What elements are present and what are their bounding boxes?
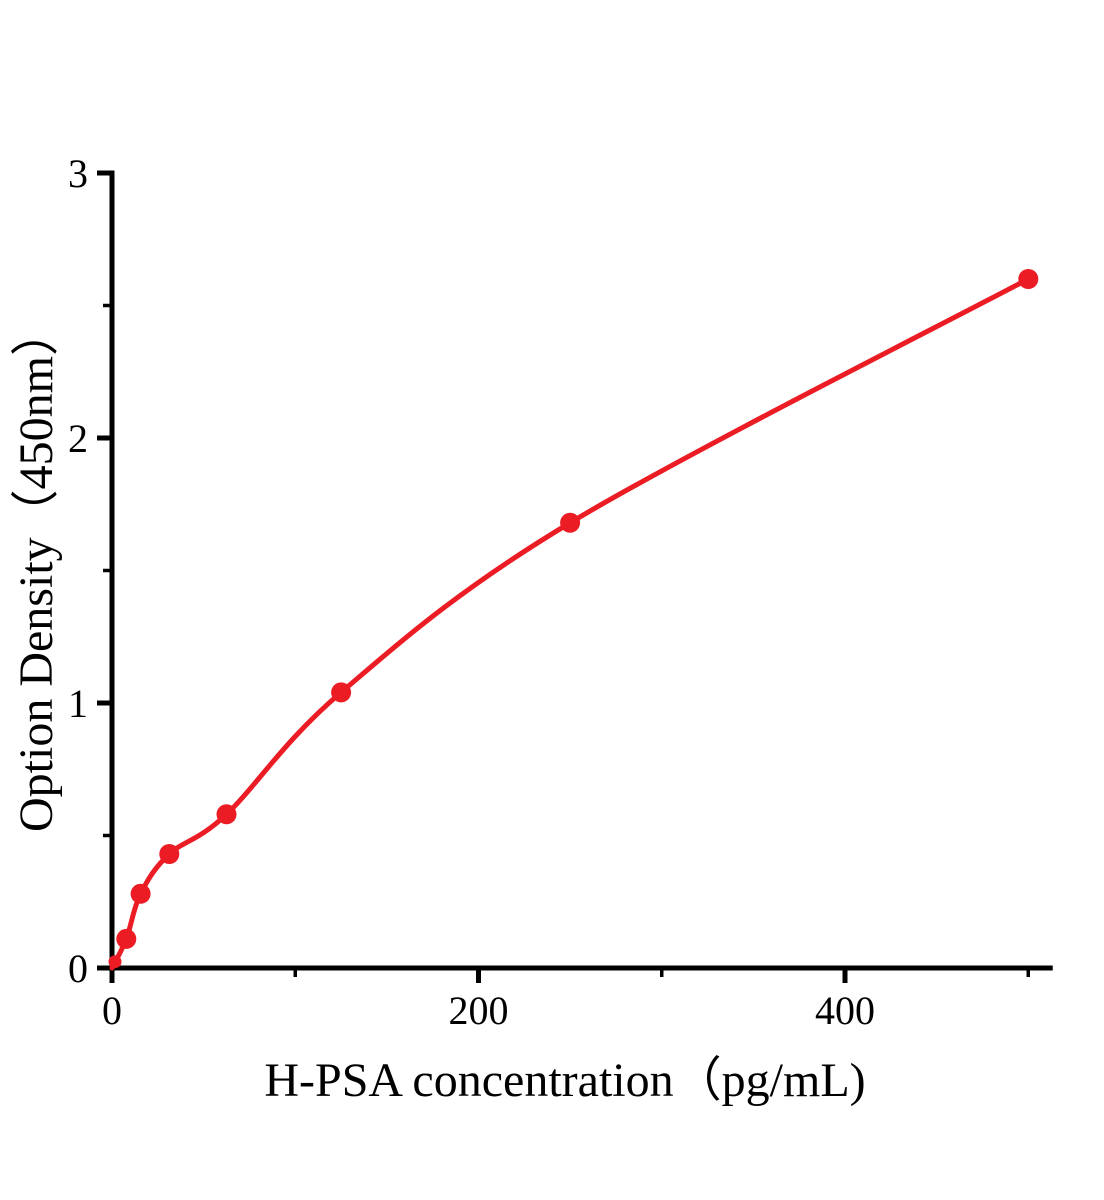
axes [109,170,1053,971]
data-point [560,512,581,533]
y-tick-label: 1 [68,681,88,726]
data-point [331,682,352,703]
y-tick-label: 0 [68,946,88,991]
data-point [1018,269,1039,289]
data-point [130,883,151,904]
x-axis-title: H-PSA concentration（pg/mL) [264,1054,865,1107]
axis-ticks [97,170,1030,983]
data-points [108,269,1039,969]
x-tick-label: 400 [815,988,875,1033]
data-point [108,955,122,969]
fit-curve [109,276,1031,971]
data-point [159,844,180,864]
x-tick-label: 0 [102,988,122,1033]
data-point [116,928,137,949]
data-point [216,804,237,825]
y-axis-title: Option Density（450nm） [10,308,63,832]
x-tick-label: 200 [449,988,509,1033]
tick-labels: 0 200 400 0 1 2 3 [68,151,875,1033]
y-tick-label: 2 [68,416,88,461]
y-tick-label: 3 [68,151,88,196]
